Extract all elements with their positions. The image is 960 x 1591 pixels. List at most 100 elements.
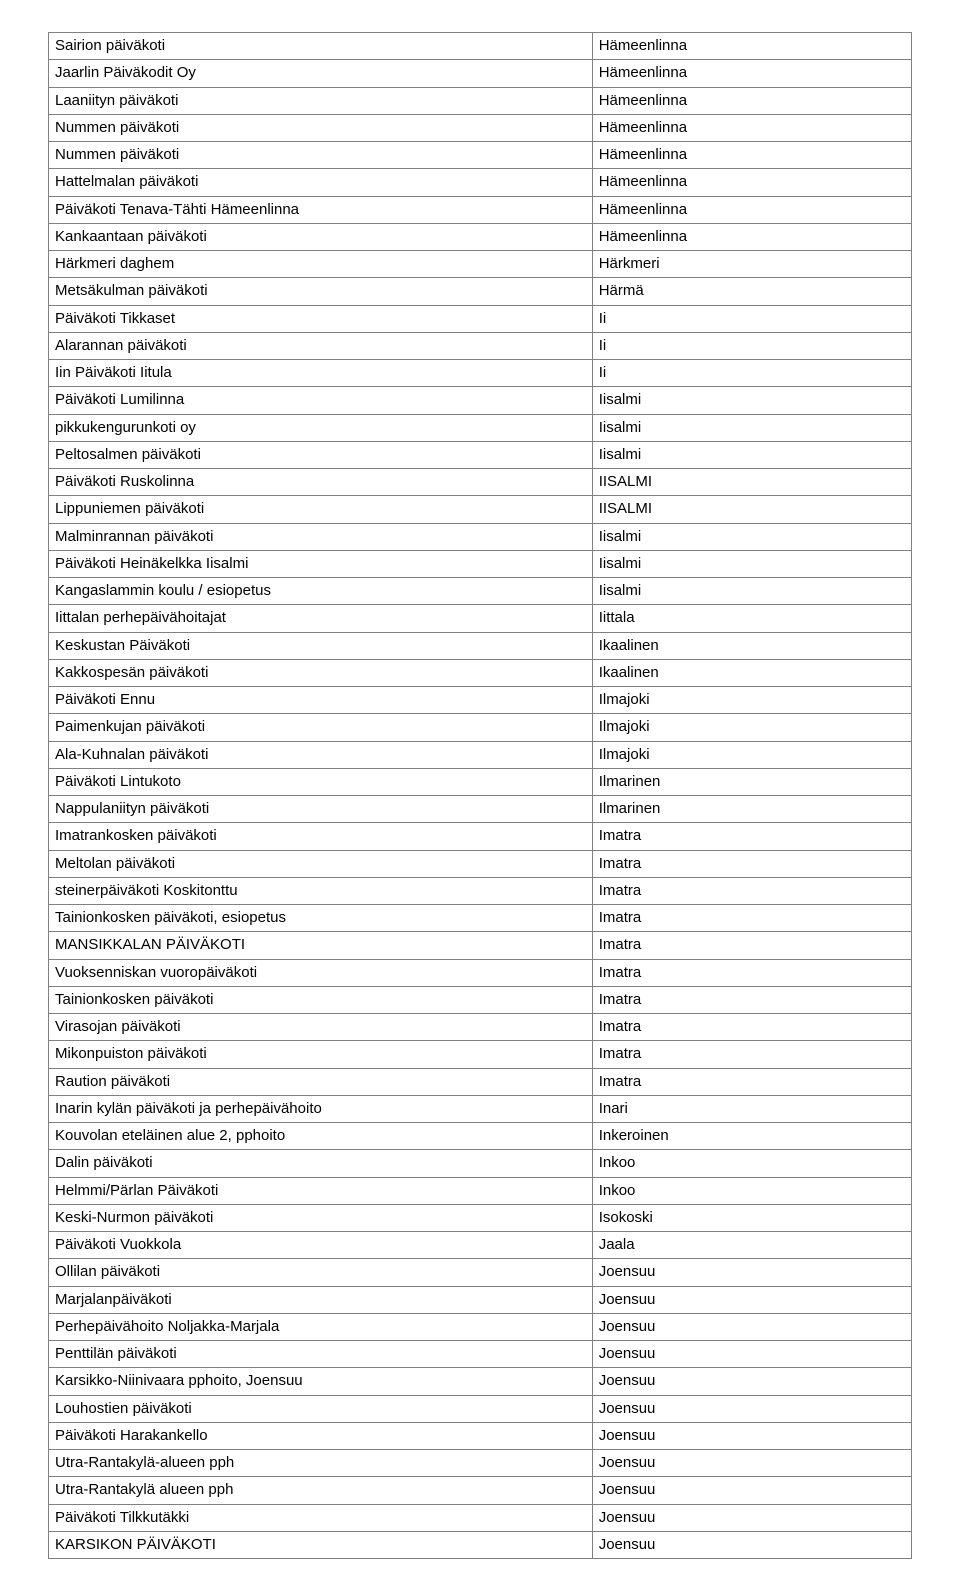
cell-location: Iisalmi [592, 523, 911, 550]
cell-location: Imatra [592, 1041, 911, 1068]
table-row: Jaarlin Päiväkodit OyHämeenlinna [49, 60, 912, 87]
cell-location: Joensuu [592, 1504, 911, 1531]
cell-name: Härkmeri daghem [49, 251, 593, 278]
cell-location: Imatra [592, 823, 911, 850]
table-row: Vuoksenniskan vuoropäiväkotiImatra [49, 959, 912, 986]
cell-name: Päiväkoti Lumilinna [49, 387, 593, 414]
table-row: Perhepäivähoito Noljakka-MarjalaJoensuu [49, 1313, 912, 1340]
cell-name: Tainionkosken päiväkoti [49, 986, 593, 1013]
cell-name: pikkukengurunkoti oy [49, 414, 593, 441]
table-row: Päiväkoti EnnuIlmajoki [49, 687, 912, 714]
cell-name: Karsikko-Niinivaara pphoito, Joensuu [49, 1368, 593, 1395]
cell-location: Isokoski [592, 1204, 911, 1231]
table-row: Keski-Nurmon päiväkotiIsokoski [49, 1204, 912, 1231]
cell-location: Hämeenlinna [592, 60, 911, 87]
table-row: Päiväkoti LumilinnaIisalmi [49, 387, 912, 414]
cell-location: Imatra [592, 1068, 911, 1095]
cell-location: Hämeenlinna [592, 223, 911, 250]
table-row: Kouvolan eteläinen alue 2, pphoitoInkero… [49, 1123, 912, 1150]
cell-name: Iittalan perhepäivähoitajat [49, 605, 593, 632]
cell-name: Laaniityn päiväkoti [49, 87, 593, 114]
table-row: Nummen päiväkotiHämeenlinna [49, 114, 912, 141]
cell-location: Inkoo [592, 1177, 911, 1204]
table-row: KARSIKON PÄIVÄKOTIJoensuu [49, 1531, 912, 1558]
cell-name: Päiväkoti Tilkkutäkki [49, 1504, 593, 1531]
table-row: Päiväkoti HarakankelloJoensuu [49, 1422, 912, 1449]
cell-name: Mikonpuiston päiväkoti [49, 1041, 593, 1068]
cell-name: Lippuniemen päiväkoti [49, 496, 593, 523]
cell-name: Vuoksenniskan vuoropäiväkoti [49, 959, 593, 986]
cell-name: Virasojan päiväkoti [49, 1014, 593, 1041]
cell-location: Imatra [592, 932, 911, 959]
cell-name: Dalin päiväkoti [49, 1150, 593, 1177]
cell-location: Joensuu [592, 1450, 911, 1477]
table-row: MANSIKKALAN PÄIVÄKOTIImatra [49, 932, 912, 959]
table-row: Iin Päiväkoti IitulaIi [49, 360, 912, 387]
cell-name: Keskustan Päiväkoti [49, 632, 593, 659]
cell-name: Meltolan päiväkoti [49, 850, 593, 877]
cell-name: Alarannan päiväkoti [49, 332, 593, 359]
cell-location: Imatra [592, 905, 911, 932]
cell-name: Kouvolan eteläinen alue 2, pphoito [49, 1123, 593, 1150]
cell-name: Utra-Rantakylä-alueen pph [49, 1450, 593, 1477]
cell-location: Iittala [592, 605, 911, 632]
cell-name: Hattelmalan päiväkoti [49, 169, 593, 196]
table-row: Alarannan päiväkotiIi [49, 332, 912, 359]
cell-location: Joensuu [592, 1286, 911, 1313]
cell-name: Peltosalmen päiväkoti [49, 441, 593, 468]
table-row: Hattelmalan päiväkotiHämeenlinna [49, 169, 912, 196]
cell-location: Inari [592, 1095, 911, 1122]
cell-location: Iisalmi [592, 387, 911, 414]
table-row: Meltolan päiväkotiImatra [49, 850, 912, 877]
cell-name: Päiväkoti Lintukoto [49, 768, 593, 795]
cell-name: Metsäkulman päiväkoti [49, 278, 593, 305]
table-row: Penttilän päiväkotiJoensuu [49, 1341, 912, 1368]
cell-name: Perhepäivähoito Noljakka-Marjala [49, 1313, 593, 1340]
cell-name: Päiväkoti Vuokkola [49, 1232, 593, 1259]
cell-location: Jaala [592, 1232, 911, 1259]
cell-location: Ikaalinen [592, 659, 911, 686]
cell-name: Päiväkoti Ennu [49, 687, 593, 714]
cell-location: Iisalmi [592, 578, 911, 605]
cell-name: Kangaslammin koulu / esiopetus [49, 578, 593, 605]
cell-name: Helmmi/Pärlan Päiväkoti [49, 1177, 593, 1204]
table-row: pikkukengurunkoti oyIisalmi [49, 414, 912, 441]
cell-location: Joensuu [592, 1531, 911, 1558]
table-row: Päiväkoti LintukotoIlmarinen [49, 768, 912, 795]
cell-name: Nummen päiväkoti [49, 114, 593, 141]
cell-name: Päiväkoti Ruskolinna [49, 469, 593, 496]
table-row: Utra-Rantakylä alueen pphJoensuu [49, 1477, 912, 1504]
table-row: Helmmi/Pärlan PäiväkotiInkoo [49, 1177, 912, 1204]
cell-name: KARSIKON PÄIVÄKOTI [49, 1531, 593, 1558]
cell-location: Hämeenlinna [592, 33, 911, 60]
table-row: Iittalan perhepäivähoitajatIittala [49, 605, 912, 632]
table-row: Mikonpuiston päiväkotiImatra [49, 1041, 912, 1068]
table-row: Päiväkoti TilkkutäkkiJoensuu [49, 1504, 912, 1531]
table-row: Päiväkoti VuokkolaJaala [49, 1232, 912, 1259]
cell-location: Imatra [592, 986, 911, 1013]
table-row: steinerpäiväkoti KoskitonttuImatra [49, 877, 912, 904]
cell-name: Nummen päiväkoti [49, 142, 593, 169]
cell-name: Ollilan päiväkoti [49, 1259, 593, 1286]
cell-name: Iin Päiväkoti Iitula [49, 360, 593, 387]
cell-location: Imatra [592, 850, 911, 877]
cell-location: Hämeenlinna [592, 114, 911, 141]
cell-name: Utra-Rantakylä alueen pph [49, 1477, 593, 1504]
cell-location: Hämeenlinna [592, 142, 911, 169]
table-row: Ollilan päiväkotiJoensuu [49, 1259, 912, 1286]
cell-name: Päiväkoti Tenava-Tähti Hämeenlinna [49, 196, 593, 223]
cell-name: Sairion päiväkoti [49, 33, 593, 60]
cell-location: Joensuu [592, 1259, 911, 1286]
table-row: Sairion päiväkotiHämeenlinna [49, 33, 912, 60]
cell-location: Imatra [592, 877, 911, 904]
table-row: Virasojan päiväkotiImatra [49, 1014, 912, 1041]
cell-location: Joensuu [592, 1395, 911, 1422]
cell-name: Nappulaniityn päiväkoti [49, 796, 593, 823]
cell-location: Ilmarinen [592, 796, 911, 823]
cell-location: Ii [592, 360, 911, 387]
cell-name: Päiväkoti Heinäkelkka Iisalmi [49, 550, 593, 577]
cell-location: Ilmajoki [592, 741, 911, 768]
cell-name: Kankaantaan päiväkoti [49, 223, 593, 250]
table-row: Päiväkoti RuskolinnaIISALMI [49, 469, 912, 496]
cell-location: Iisalmi [592, 441, 911, 468]
